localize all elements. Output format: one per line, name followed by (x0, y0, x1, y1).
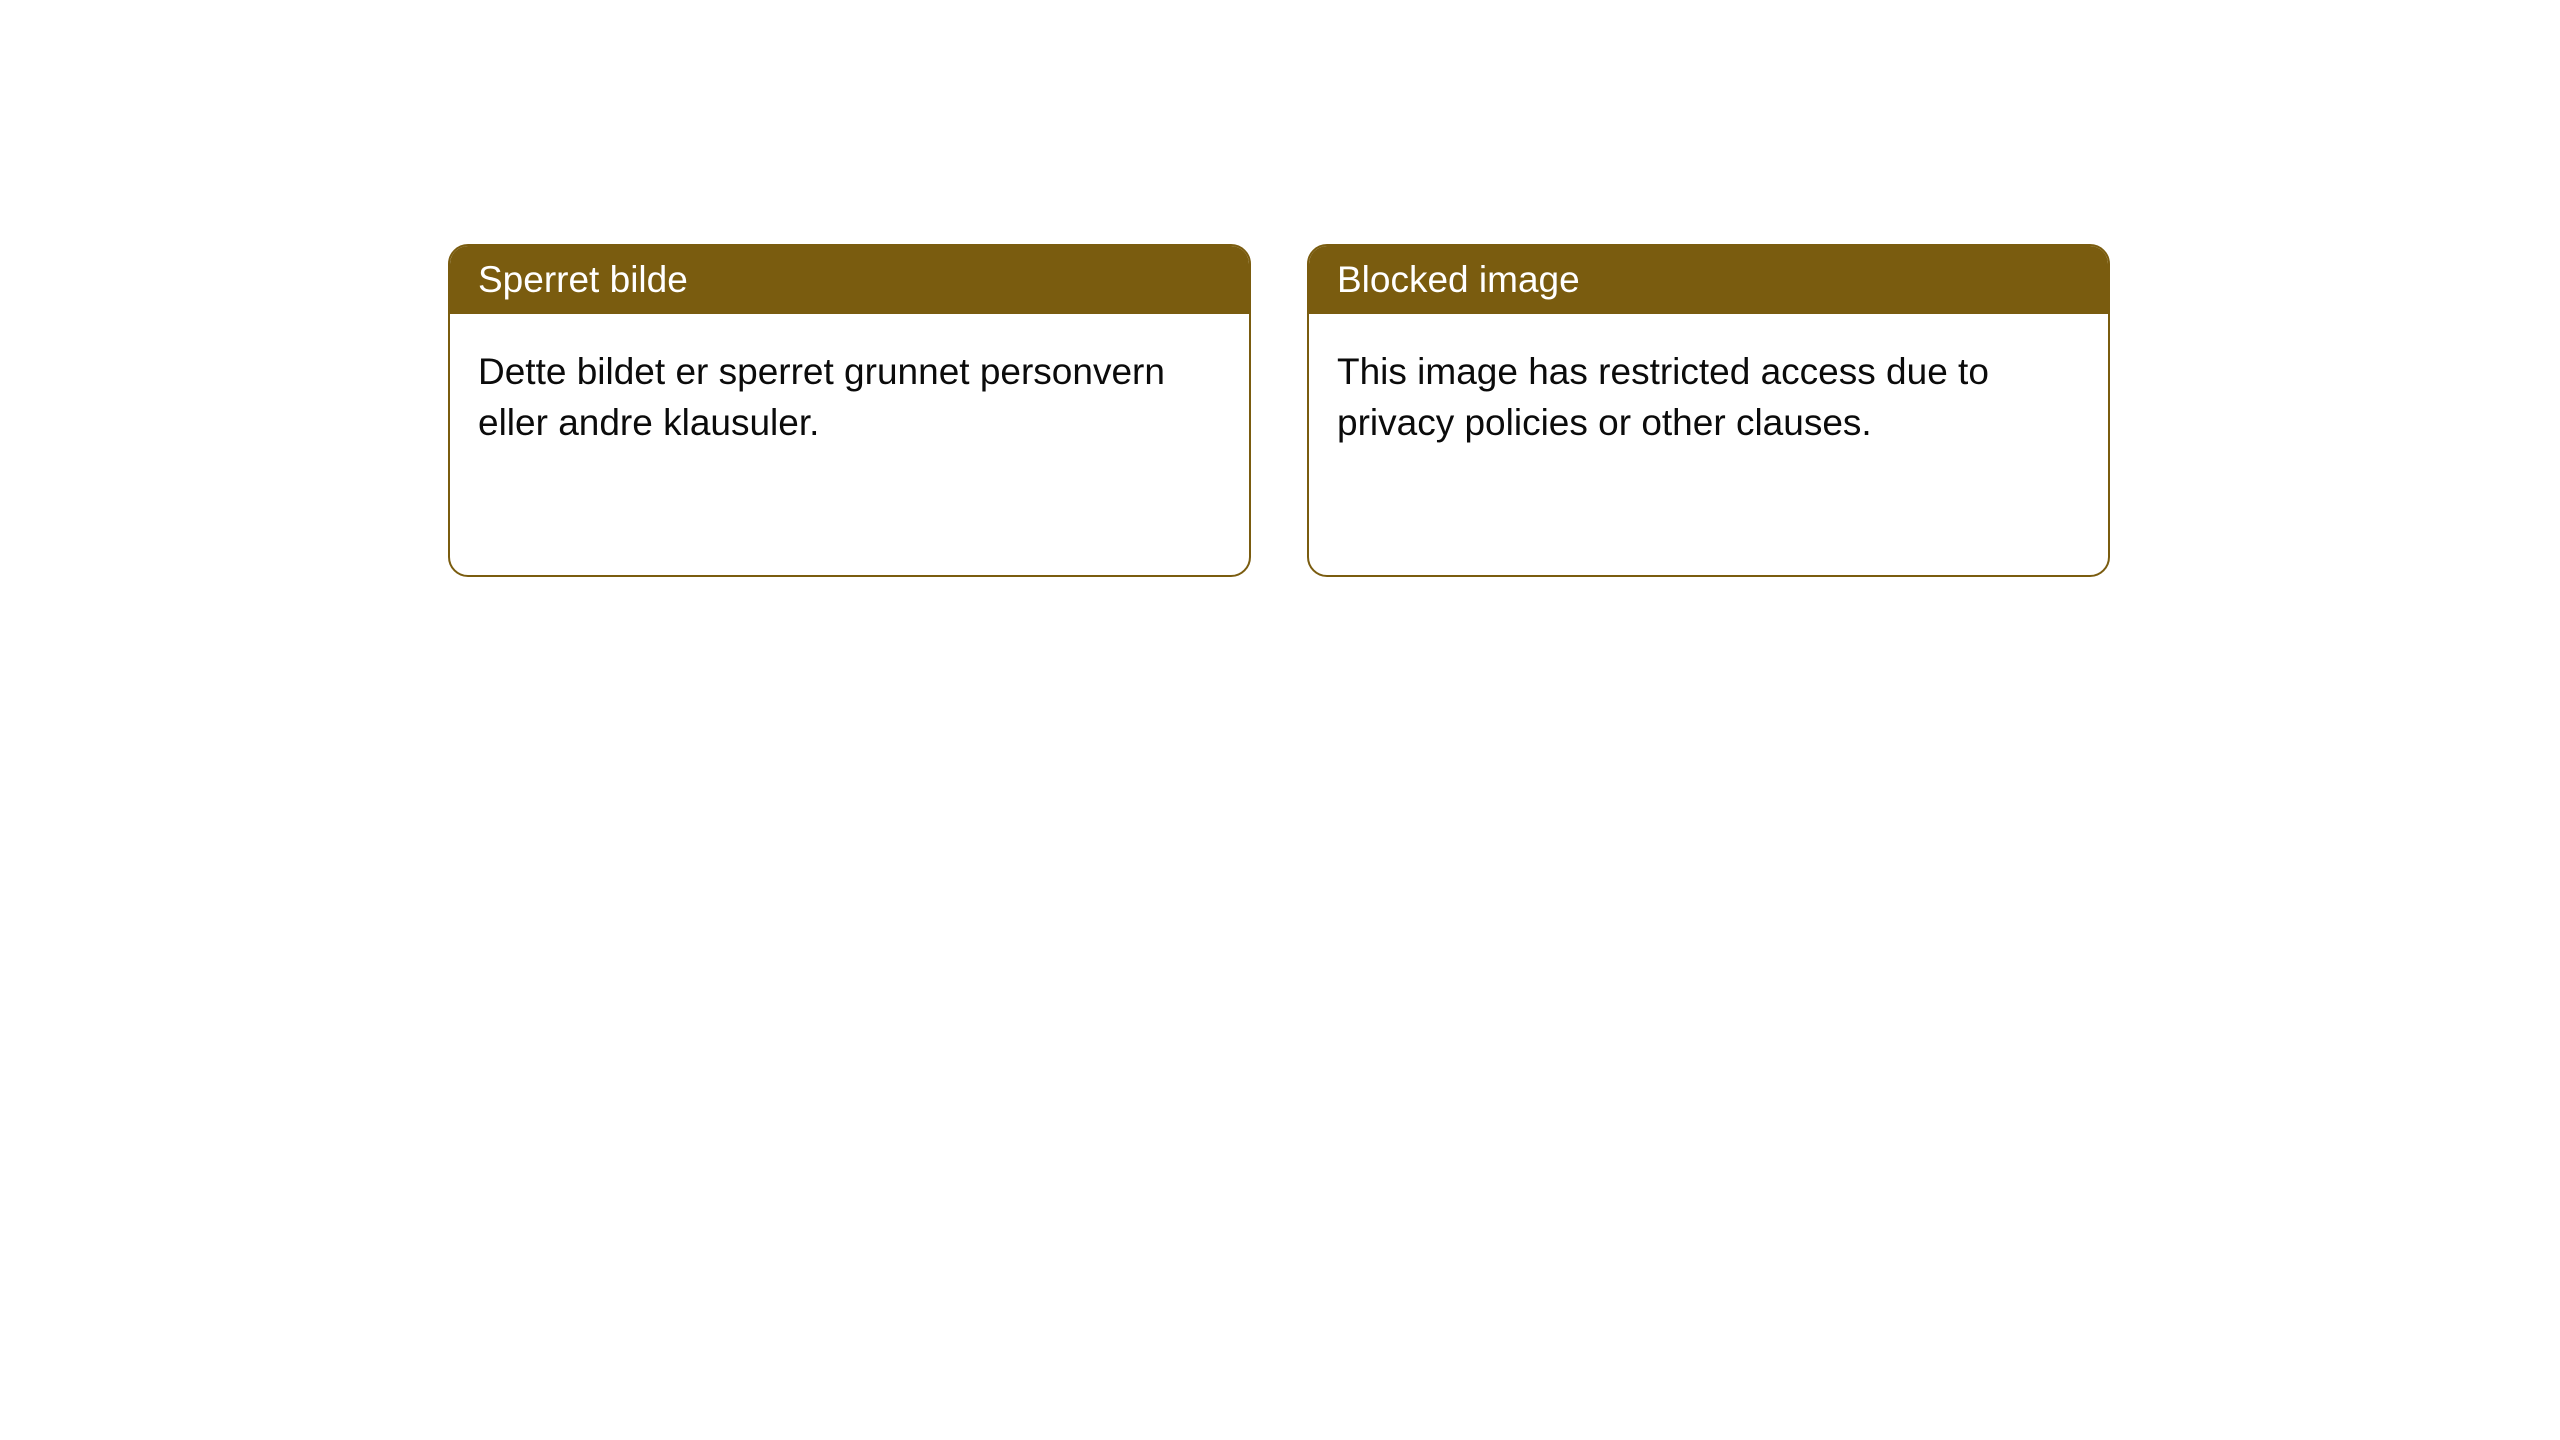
notice-body: This image has restricted access due to … (1309, 314, 2108, 575)
notice-card-en: Blocked image This image has restricted … (1307, 244, 2110, 577)
notice-header: Blocked image (1309, 246, 2108, 314)
notice-body: Dette bildet er sperret grunnet personve… (450, 314, 1249, 575)
notice-header: Sperret bilde (450, 246, 1249, 314)
notice-cards-container: Sperret bilde Dette bildet er sperret gr… (448, 244, 2110, 577)
notice-card-no: Sperret bilde Dette bildet er sperret gr… (448, 244, 1251, 577)
